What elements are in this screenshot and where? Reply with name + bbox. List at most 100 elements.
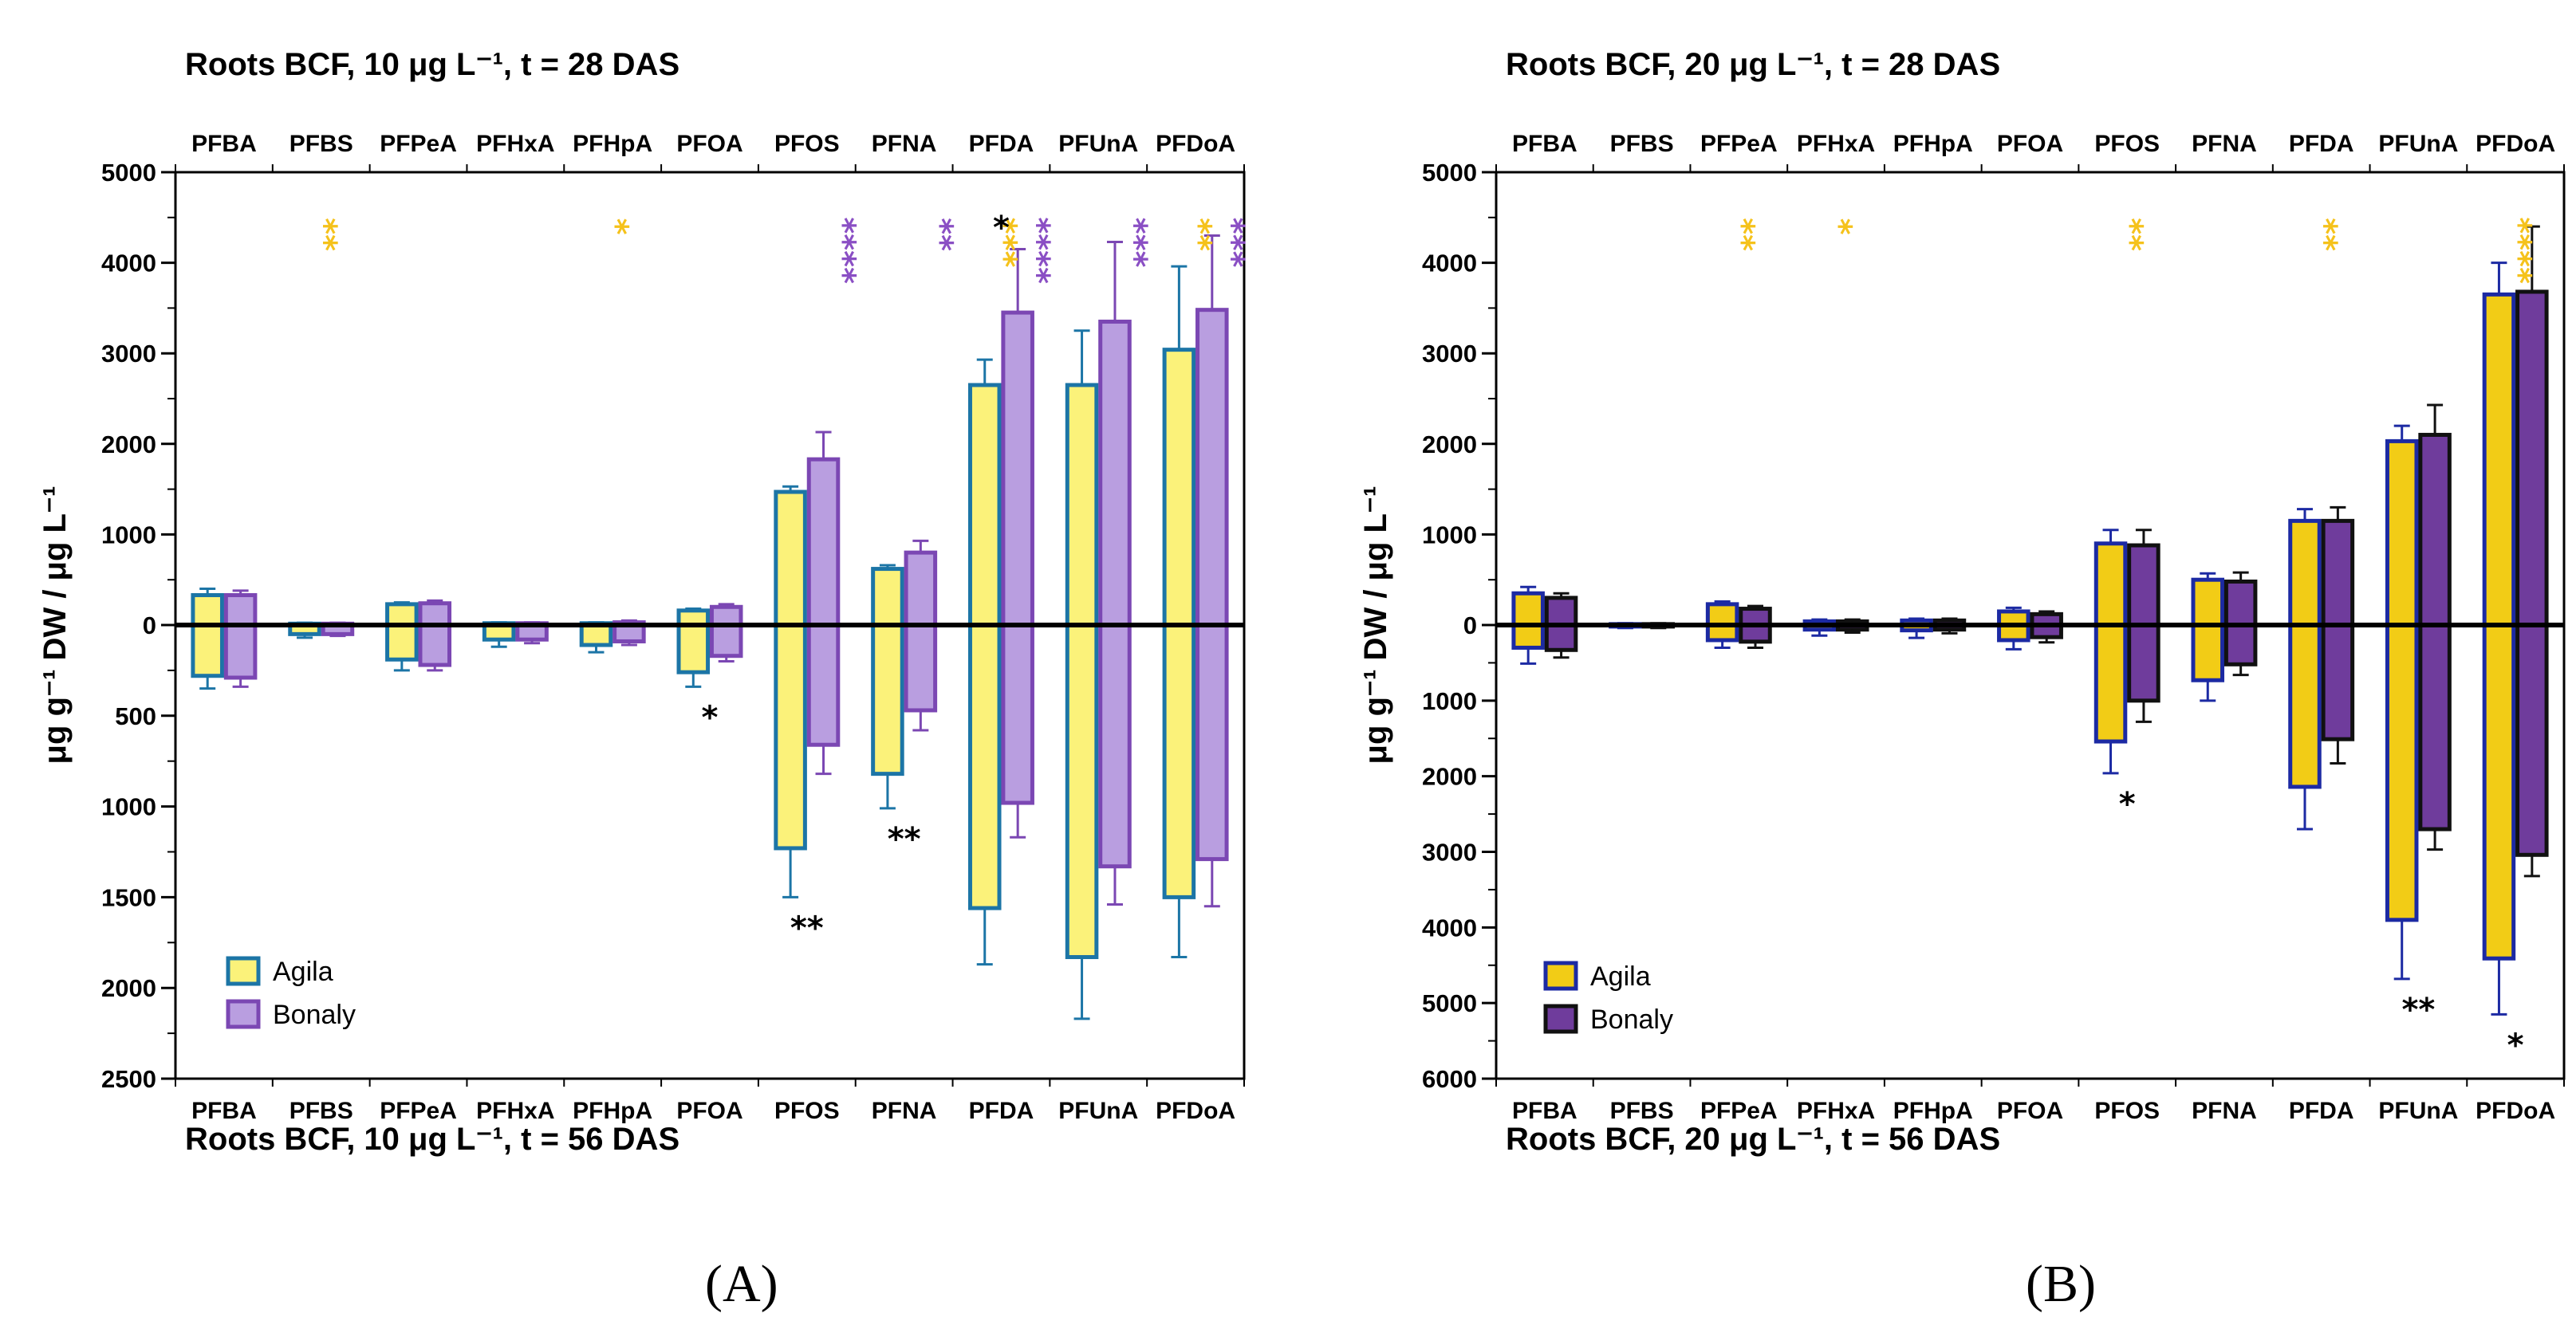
bar-top-agila <box>871 567 904 627</box>
bar-bottom-bonaly <box>2418 623 2452 832</box>
bar-bottom-bonaly <box>1001 623 1034 805</box>
bar-top-bonaly <box>806 457 841 627</box>
y-axis-label: μg g⁻¹ DW / μg L⁻¹ <box>1358 486 1393 765</box>
category-label-bottom: PFOA <box>676 1098 742 1124</box>
significance-marker: *** <box>987 218 1023 268</box>
legend-swatch <box>1543 1004 1578 1034</box>
bar-top-agila <box>1705 602 1739 627</box>
significance-marker: * <box>993 210 1010 246</box>
bar-bottom-bonaly <box>2127 623 2160 703</box>
category-label-bottom: PFPeA <box>380 1098 457 1124</box>
category-label-top: PFNA <box>872 131 937 157</box>
significance-marker: ** <box>888 821 921 858</box>
category-label-top: PFPeA <box>380 131 457 157</box>
bar-top-agila <box>2191 577 2225 627</box>
bar-top-agila <box>967 383 1002 627</box>
bar-bottom-agila <box>2093 623 2128 744</box>
y-tick-label: 1000 <box>101 521 156 548</box>
category-label-top: PFBA <box>191 131 257 157</box>
category-label-bottom: PFBA <box>1512 1098 1578 1124</box>
category-label-bottom: PFOA <box>1997 1098 2063 1124</box>
category-label-bottom: PFUnA <box>2378 1098 2458 1124</box>
y-tick-label: 2000 <box>101 974 156 1002</box>
bar-bottom-bonaly <box>904 623 938 713</box>
bar-top-agila <box>1162 348 1196 627</box>
category-label-top: PFDoA <box>1156 131 1235 157</box>
category-label-top: PFDA <box>2289 131 2354 157</box>
y-tick-label: 2500 <box>101 1065 156 1093</box>
significance-marker: * <box>702 699 719 736</box>
y-tick-label: 3000 <box>101 340 156 368</box>
panel-label: (B) <box>2026 1255 2096 1313</box>
bar-bottom-agila <box>1511 623 1545 650</box>
y-tick-label: 4000 <box>1422 914 1477 942</box>
y-tick-label: 1000 <box>1422 521 1477 548</box>
bar-bottom-bonaly <box>709 623 743 659</box>
bar-top-bonaly <box>709 604 743 627</box>
y-tick-label: 3000 <box>1422 340 1477 368</box>
bar-bottom-bonaly <box>2321 623 2355 741</box>
category-label-top: PFOA <box>676 131 742 157</box>
title-top: Roots BCF, 20 μg L⁻¹, t = 28 DAS <box>1506 47 2000 82</box>
bar-top-bonaly <box>418 601 452 627</box>
category-label-bottom: PFDA <box>2289 1098 2354 1124</box>
y-tick-label: 5000 <box>1422 159 1477 187</box>
bar-top-bonaly <box>904 550 938 627</box>
bar-bottom-bonaly <box>223 623 258 680</box>
category-label-bottom: PFDoA <box>2476 1098 2555 1124</box>
significance-marker: *** <box>1214 218 1251 268</box>
legend-swatch <box>226 956 261 986</box>
legend-swatch <box>226 999 261 1029</box>
category-label-top: PFUnA <box>1058 131 1138 157</box>
bar-bottom-agila <box>1065 623 1099 960</box>
y-tick-label: 4000 <box>1422 250 1477 277</box>
bar-bottom-bonaly <box>1098 623 1132 869</box>
category-label-top: PFNA <box>2192 131 2257 157</box>
bar-top-bonaly <box>2515 289 2549 627</box>
significance-marker: ** <box>1724 218 1761 251</box>
significance-marker: **** <box>1019 217 1056 284</box>
category-label-top: PFBA <box>1512 131 1578 157</box>
category-label-top: PFOA <box>1997 131 2063 157</box>
bar-top-bonaly <box>2223 579 2258 627</box>
category-label-bottom: PFHpA <box>573 1098 652 1124</box>
y-tick-label: 1000 <box>1422 687 1477 715</box>
bar-bottom-agila <box>2191 623 2225 682</box>
category-label-bottom: PFUnA <box>1058 1098 1138 1124</box>
category-label-top: PFHpA <box>1893 131 1973 157</box>
category-label-top: PFBS <box>1610 131 1674 157</box>
y-tick-label: 5000 <box>101 159 156 187</box>
bar-top-bonaly <box>1739 607 1772 627</box>
bar-bottom-bonaly <box>1544 623 1578 652</box>
category-label-bottom: PFDoA <box>1156 1098 1235 1124</box>
y-tick-label: 3000 <box>1422 839 1477 867</box>
title-bottom: Roots BCF, 10 μg L⁻¹, t = 56 DAS <box>185 1122 679 1157</box>
panel-a: Roots BCF, 10 μg L⁻¹, t = 28 DAS Roots BC… <box>37 47 1251 1313</box>
significance-marker: *** <box>1117 218 1153 268</box>
title-top: Roots BCF, 10 μg L⁻¹, t = 28 DAS <box>185 47 679 82</box>
legend-label: Bonaly <box>1590 1005 1673 1035</box>
significance-marker: ** <box>306 218 343 251</box>
bar-top-bonaly <box>2418 432 2452 627</box>
category-label-bottom: PFHxA <box>1797 1098 1875 1124</box>
bar-top-bonaly <box>1001 310 1034 627</box>
category-label-top: PFBS <box>290 131 353 157</box>
bar-top-agila <box>2093 541 2128 627</box>
significance-marker: * <box>597 218 634 235</box>
category-label-top: PFHpA <box>573 131 652 157</box>
category-label-bottom: PFPeA <box>1700 1098 1778 1124</box>
y-tick-label: 1500 <box>101 883 156 911</box>
bar-top-agila <box>2385 438 2419 627</box>
category-label-bottom: PFDA <box>969 1098 1034 1124</box>
bar-bottom-agila <box>191 623 224 678</box>
bar-top-agila <box>774 490 807 627</box>
category-label-bottom: PFBS <box>1610 1098 1674 1124</box>
y-tick-label: 0 <box>143 611 156 639</box>
bar-bottom-agila <box>2482 623 2516 961</box>
category-label-top: PFUnA <box>2378 131 2458 157</box>
panel-label: (A) <box>705 1255 778 1313</box>
legend-label: Agila <box>273 957 333 987</box>
category-label-bottom: PFHpA <box>1893 1098 1973 1124</box>
bar-top-agila <box>1065 383 1099 627</box>
category-label-top: PFPeA <box>1700 131 1778 157</box>
